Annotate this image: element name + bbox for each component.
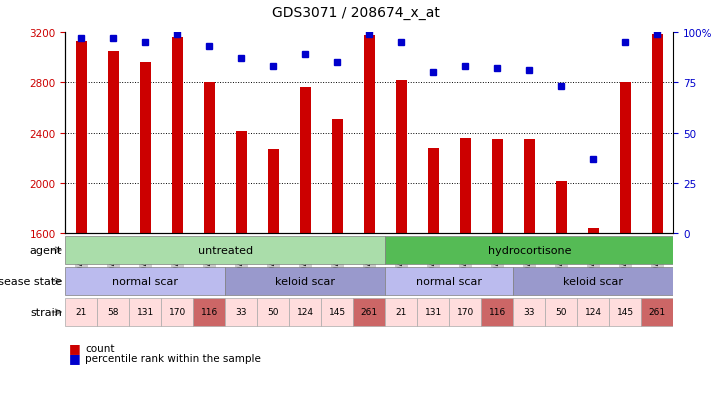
Bar bbox=[492, 140, 503, 413]
Bar bbox=[513, 268, 673, 295]
Bar bbox=[385, 268, 513, 295]
Text: 124: 124 bbox=[297, 308, 314, 317]
Bar bbox=[65, 299, 97, 326]
Text: 170: 170 bbox=[169, 308, 186, 317]
Bar bbox=[321, 299, 353, 326]
Bar bbox=[300, 88, 311, 413]
Bar bbox=[225, 299, 257, 326]
Bar bbox=[257, 299, 289, 326]
Bar bbox=[236, 132, 247, 413]
Text: keloid scar: keloid scar bbox=[563, 276, 624, 286]
Bar bbox=[97, 299, 129, 326]
Text: 170: 170 bbox=[456, 308, 474, 317]
Text: normal scar: normal scar bbox=[417, 276, 482, 286]
Bar bbox=[332, 119, 343, 413]
Text: ■: ■ bbox=[69, 341, 81, 354]
Bar bbox=[65, 268, 225, 295]
Bar bbox=[385, 299, 417, 326]
Bar bbox=[289, 299, 321, 326]
Text: normal scar: normal scar bbox=[112, 276, 178, 286]
Bar bbox=[385, 237, 673, 264]
Text: 33: 33 bbox=[235, 308, 247, 317]
Text: 131: 131 bbox=[137, 308, 154, 317]
Text: 21: 21 bbox=[396, 308, 407, 317]
Text: count: count bbox=[85, 343, 114, 353]
Bar bbox=[364, 36, 375, 413]
Bar bbox=[513, 299, 545, 326]
Text: percentile rank within the sample: percentile rank within the sample bbox=[85, 353, 261, 363]
Text: 145: 145 bbox=[328, 308, 346, 317]
Bar bbox=[524, 140, 535, 413]
Text: 50: 50 bbox=[555, 308, 567, 317]
Text: 50: 50 bbox=[267, 308, 279, 317]
Bar bbox=[65, 237, 385, 264]
Text: untreated: untreated bbox=[198, 245, 253, 255]
Bar bbox=[225, 268, 385, 295]
Bar bbox=[204, 83, 215, 413]
Text: GDS3071 / 208674_x_at: GDS3071 / 208674_x_at bbox=[272, 6, 439, 20]
Bar bbox=[428, 148, 439, 413]
Bar bbox=[108, 52, 119, 413]
Bar bbox=[140, 63, 151, 413]
Bar bbox=[481, 299, 513, 326]
Bar bbox=[588, 228, 599, 413]
Bar bbox=[652, 35, 663, 413]
Text: 33: 33 bbox=[523, 308, 535, 317]
Bar bbox=[353, 299, 385, 326]
Bar bbox=[609, 299, 641, 326]
Bar bbox=[396, 81, 407, 413]
Bar bbox=[193, 299, 225, 326]
Text: ■: ■ bbox=[69, 351, 81, 365]
Bar bbox=[577, 299, 609, 326]
Bar bbox=[460, 138, 471, 413]
Text: strain: strain bbox=[30, 307, 62, 317]
Text: disease state: disease state bbox=[0, 276, 62, 286]
Bar bbox=[161, 299, 193, 326]
Text: 261: 261 bbox=[360, 308, 378, 317]
Text: 145: 145 bbox=[616, 308, 634, 317]
Text: keloid scar: keloid scar bbox=[275, 276, 336, 286]
Bar bbox=[641, 299, 673, 326]
Text: 261: 261 bbox=[648, 308, 666, 317]
Text: 131: 131 bbox=[424, 308, 442, 317]
Text: 116: 116 bbox=[201, 308, 218, 317]
Text: 21: 21 bbox=[76, 308, 87, 317]
Bar bbox=[129, 299, 161, 326]
Text: 58: 58 bbox=[107, 308, 119, 317]
Bar bbox=[76, 42, 87, 413]
Text: 124: 124 bbox=[585, 308, 602, 317]
Bar bbox=[417, 299, 449, 326]
Text: 116: 116 bbox=[488, 308, 506, 317]
Bar bbox=[268, 150, 279, 413]
Bar bbox=[172, 38, 183, 413]
Text: agent: agent bbox=[29, 245, 62, 255]
Bar bbox=[556, 182, 567, 413]
Text: hydrocortisone: hydrocortisone bbox=[488, 245, 571, 255]
Bar bbox=[449, 299, 481, 326]
Bar bbox=[620, 83, 631, 413]
Bar bbox=[545, 299, 577, 326]
